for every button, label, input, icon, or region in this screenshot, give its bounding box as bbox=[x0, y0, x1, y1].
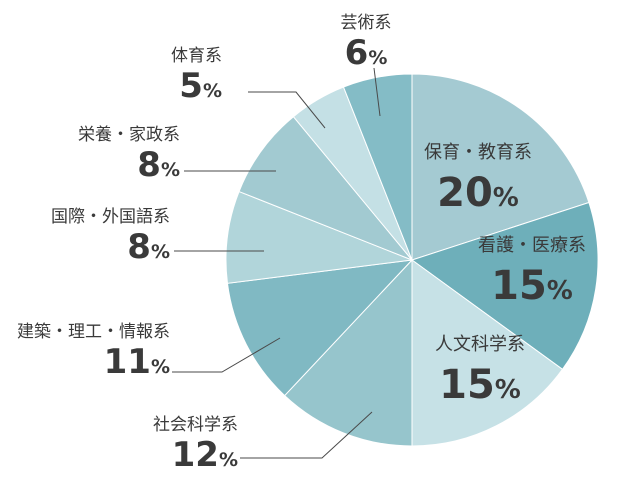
slice-value: 8% bbox=[137, 145, 180, 185]
slice-value: 5% bbox=[179, 66, 222, 106]
slice-label: 看護・医療系 bbox=[478, 235, 586, 256]
slice-label: 社会科学系 bbox=[153, 415, 238, 435]
pie-slice-5 bbox=[226, 259, 414, 397]
slice-label: 芸術系 bbox=[341, 13, 392, 33]
slice-value: 6% bbox=[345, 33, 388, 73]
slice-label: 栄養・家政系 bbox=[78, 125, 180, 145]
pie-slice-4 bbox=[283, 258, 413, 447]
pie-slice-1 bbox=[411, 73, 590, 261]
slice-value: 12% bbox=[172, 435, 238, 475]
leader-line bbox=[240, 411, 373, 459]
slice-value: 11% bbox=[104, 342, 170, 382]
leader-line bbox=[373, 67, 381, 117]
slice-label: 国際・外国語系 bbox=[51, 207, 170, 227]
slice-label: 保育・教育系 bbox=[424, 142, 532, 163]
slice-value: 15% bbox=[439, 362, 521, 408]
slice-label: 建築・理工・情報系 bbox=[17, 322, 170, 342]
slice-label: 体育系 bbox=[171, 46, 222, 66]
pie-slice-6 bbox=[225, 190, 413, 284]
slice-value: 20% bbox=[437, 170, 519, 216]
leader-line bbox=[248, 91, 326, 129]
slice-value: 15% bbox=[491, 263, 573, 309]
slice-value: 8% bbox=[127, 227, 170, 267]
pie-slice-2 bbox=[410, 201, 599, 371]
slice-label: 人文科学系 bbox=[435, 334, 525, 355]
pie-slice-7 bbox=[238, 115, 413, 261]
pie-slice-9 bbox=[342, 73, 413, 261]
leader-line bbox=[172, 337, 281, 373]
pie-slice-3 bbox=[411, 259, 564, 447]
